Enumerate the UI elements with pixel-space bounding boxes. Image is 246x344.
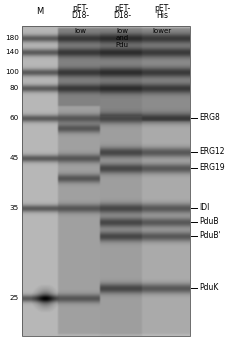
Text: ERG12: ERG12 xyxy=(199,148,225,157)
Text: M: M xyxy=(36,7,44,16)
Text: 25: 25 xyxy=(10,295,19,301)
Text: 60: 60 xyxy=(10,115,19,121)
Text: D18-: D18- xyxy=(71,11,89,20)
Text: PduB: PduB xyxy=(199,217,218,226)
Text: PduB': PduB' xyxy=(199,232,221,240)
Bar xyxy=(22,26,190,336)
Text: low
and
Pdu: low and Pdu xyxy=(115,28,129,48)
Text: ERG8: ERG8 xyxy=(199,114,220,122)
Text: pET-: pET- xyxy=(154,4,170,13)
Text: IDI: IDI xyxy=(199,204,209,213)
Text: PduK: PduK xyxy=(199,283,218,292)
Text: pET-: pET- xyxy=(72,4,88,13)
Text: 45: 45 xyxy=(10,155,19,161)
Text: pET-: pET- xyxy=(114,4,130,13)
Text: 180: 180 xyxy=(5,35,19,41)
Text: 80: 80 xyxy=(10,85,19,91)
Text: lower: lower xyxy=(153,28,171,34)
Text: ERG19: ERG19 xyxy=(199,163,225,172)
Text: 100: 100 xyxy=(5,69,19,75)
Text: 140: 140 xyxy=(5,49,19,55)
Text: D18-: D18- xyxy=(113,11,131,20)
Text: low: low xyxy=(74,28,86,34)
Text: His: His xyxy=(156,11,168,20)
Text: 35: 35 xyxy=(10,205,19,211)
